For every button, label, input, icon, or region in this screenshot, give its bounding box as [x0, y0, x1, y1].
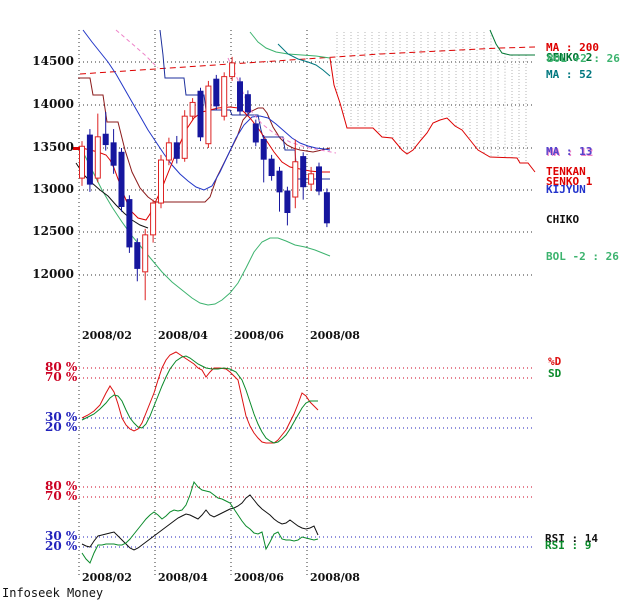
candle-body — [79, 145, 85, 179]
candle-body — [118, 151, 125, 207]
candle-body — [260, 138, 267, 160]
stoch-series-line — [81, 351, 319, 444]
legend-sd: SD — [548, 367, 562, 380]
senkou-a-line — [329, 57, 536, 173]
candle-body — [252, 123, 259, 143]
x-axis-label-main: 2008/06 — [234, 329, 284, 342]
candle-body — [189, 101, 196, 117]
candle-body — [165, 142, 172, 161]
ma52-line — [277, 43, 331, 77]
candle-body — [323, 192, 330, 224]
legend-senko1: SENKO 1 — [546, 175, 593, 188]
axis-price-tick — [73, 147, 80, 150]
x-axis-label-main: 2008/02 — [82, 329, 132, 342]
rsi-panel — [79, 462, 535, 572]
candle-body — [181, 115, 188, 159]
stoch-percent-label: 80 % — [45, 360, 78, 374]
stoch-percent-label: 20 % — [45, 420, 78, 434]
candle-body — [173, 142, 180, 159]
x-axis-label-main: 2008/08 — [310, 329, 360, 342]
legend-ma52: MA : 52 — [546, 68, 593, 81]
candle-body — [221, 76, 228, 117]
candle-body — [213, 78, 220, 107]
rsi-percent-label: 20 % — [45, 539, 78, 553]
candle-body — [158, 159, 164, 204]
candle-body — [134, 242, 141, 269]
legend-ma200: MA : 200 — [546, 41, 599, 54]
legend-ma13: MA : 13 — [546, 145, 593, 158]
rsi-percent-label: 30 % — [45, 529, 78, 543]
legend-chiko: CHIKO — [546, 213, 580, 226]
candle-body — [276, 170, 283, 193]
y-axis-label: 13000 — [32, 182, 74, 196]
stoch-percent-label: 70 % — [45, 370, 78, 384]
candle-body — [229, 62, 236, 78]
candle-body — [316, 166, 322, 192]
legend-bol-upper: BOL +2 : 26 — [547, 52, 620, 65]
legend-bol-lower: BOL -2 : 26 — [546, 250, 619, 263]
kijun-line — [159, 29, 330, 180]
y-axis-label: 12500 — [32, 224, 74, 238]
candle-body — [268, 158, 275, 177]
candle-body — [237, 81, 243, 112]
candle-body — [150, 202, 157, 236]
legend-tenkan: TENKAN — [546, 165, 586, 178]
candle-body — [308, 173, 315, 185]
legend-senko2: SENKO 2 — [546, 51, 593, 64]
senkou-b-line — [489, 29, 535, 56]
main-candlestick-panel — [79, 30, 535, 322]
x-axis-label-bottom: 2008/02 — [82, 571, 132, 584]
y-axis-label: 12000 — [32, 267, 74, 281]
x-axis-label-bottom: 2008/04 — [158, 571, 208, 584]
rsi-series-line — [81, 480, 319, 564]
stoch-series-line — [81, 355, 318, 444]
candle-body — [284, 190, 291, 213]
candle-body — [86, 134, 93, 185]
rsi-series-line — [81, 494, 319, 551]
rsi-percent-label: 80 % — [45, 479, 78, 493]
candle-body — [142, 234, 149, 273]
stoch-percent-label: 30 % — [45, 410, 78, 424]
candle-body — [244, 94, 251, 113]
rsi-percent-label: 70 % — [45, 489, 78, 503]
stochastic-panel — [79, 352, 535, 450]
candle-body — [102, 133, 109, 146]
bollinger-upper-line — [249, 31, 331, 59]
footer-branding: Infoseek Money — [2, 586, 104, 600]
candle-body — [126, 199, 133, 248]
candle-body — [300, 156, 307, 188]
x-axis-label-bottom: 2008/06 — [234, 571, 284, 584]
candle-body — [292, 161, 299, 198]
pink-ma-line — [115, 29, 159, 69]
candle-body — [197, 90, 204, 138]
x-axis-label-main: 2008/04 — [158, 329, 208, 342]
candle-body — [110, 142, 117, 166]
y-axis-label: 14000 — [32, 97, 74, 111]
ma13-line — [82, 29, 331, 191]
legend-rsi14: RSI : 14 — [545, 532, 598, 545]
candle-body — [205, 85, 212, 145]
ma200-line — [79, 46, 536, 75]
legend-kijyun: KIJYUN — [546, 183, 586, 196]
y-axis-label: 13500 — [32, 140, 74, 154]
legend-ma12: MA : 12 — [547, 146, 594, 159]
legend-rsi9: RSI : 9 — [545, 539, 592, 552]
legend-percent-d: %D — [548, 355, 562, 368]
tenkan-line — [81, 106, 330, 221]
x-axis-label-bottom: 2008/08 — [310, 571, 360, 584]
candle-body — [94, 136, 101, 179]
y-axis-label: 14500 — [32, 54, 74, 68]
